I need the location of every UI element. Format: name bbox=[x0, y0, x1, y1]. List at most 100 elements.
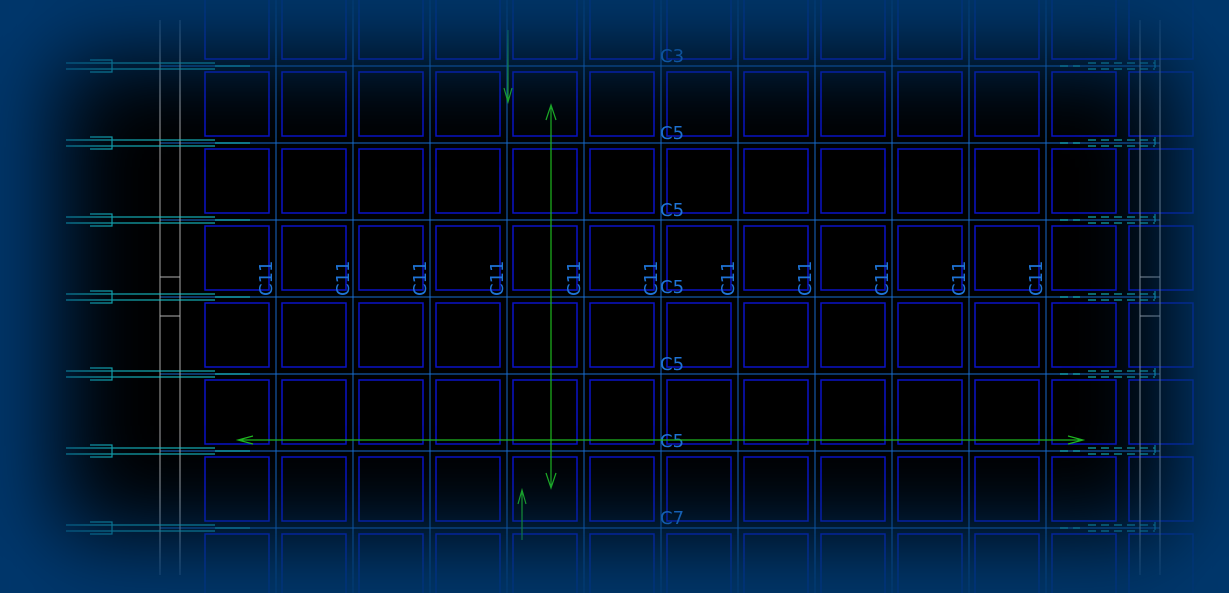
grid-cell bbox=[666, 533, 732, 593]
grid-cell bbox=[743, 533, 809, 593]
grid-cell bbox=[512, 379, 578, 445]
horizontal-dimension-line bbox=[235, 435, 1086, 445]
grid-cell bbox=[1128, 148, 1194, 214]
grid-cell bbox=[358, 533, 424, 593]
grid-cell bbox=[974, 456, 1040, 522]
grid-cell bbox=[589, 456, 655, 522]
grid-cell bbox=[666, 0, 732, 60]
grid-cell bbox=[435, 456, 501, 522]
grid-cell bbox=[666, 379, 732, 445]
grid-cell bbox=[589, 379, 655, 445]
grid-cell bbox=[820, 456, 886, 522]
column-label: C11 bbox=[872, 261, 893, 296]
grid-cell bbox=[743, 379, 809, 445]
grid-cell bbox=[897, 456, 963, 522]
right-connector bbox=[1060, 137, 1156, 149]
grid-cell bbox=[435, 379, 501, 445]
column-label: C11 bbox=[564, 261, 585, 296]
grid-cell bbox=[589, 71, 655, 137]
grid-cell bbox=[512, 533, 578, 593]
grid-cell bbox=[974, 302, 1040, 368]
grid-cell bbox=[1128, 379, 1194, 445]
dimension-arrow-down bbox=[503, 30, 513, 105]
grid-cell bbox=[1128, 0, 1194, 60]
grid-cell bbox=[820, 225, 886, 291]
grid-cell bbox=[666, 302, 732, 368]
grid-cell bbox=[974, 148, 1040, 214]
grid-cell bbox=[281, 302, 347, 368]
dimension-arrow-up bbox=[517, 487, 527, 540]
grid-cell bbox=[974, 379, 1040, 445]
grid-cell bbox=[1128, 456, 1194, 522]
grid-cell bbox=[820, 148, 886, 214]
right-connector bbox=[1060, 522, 1156, 534]
grid-cell bbox=[666, 456, 732, 522]
grid-cell bbox=[358, 302, 424, 368]
grid-cell bbox=[204, 71, 270, 137]
grid-cell bbox=[1128, 225, 1194, 291]
grid-cell bbox=[743, 302, 809, 368]
left-connector bbox=[66, 136, 250, 150]
grid-cell bbox=[1128, 302, 1194, 368]
grid-cell bbox=[1051, 456, 1117, 522]
grid-cell bbox=[512, 302, 578, 368]
grid-cell bbox=[435, 533, 501, 593]
column-label: C11 bbox=[641, 261, 662, 296]
grid-cell bbox=[820, 71, 886, 137]
grid-cell bbox=[281, 225, 347, 291]
grid-cell bbox=[589, 148, 655, 214]
grid-cell bbox=[204, 0, 270, 60]
column-label: C11 bbox=[333, 261, 354, 296]
grid-cell bbox=[1051, 533, 1117, 593]
grid-cell bbox=[743, 148, 809, 214]
grid-cell bbox=[820, 302, 886, 368]
grid-cell bbox=[666, 71, 732, 137]
grid-cell bbox=[974, 533, 1040, 593]
grid-cell bbox=[281, 533, 347, 593]
row-label: C5 bbox=[660, 123, 684, 144]
grid-cell bbox=[204, 379, 270, 445]
grid-cell bbox=[743, 225, 809, 291]
grid-cell bbox=[1051, 302, 1117, 368]
grid-cell bbox=[358, 225, 424, 291]
row-label: C5 bbox=[660, 200, 684, 221]
grid-cell bbox=[897, 225, 963, 291]
grid-cell bbox=[1051, 148, 1117, 214]
grid-cell bbox=[281, 71, 347, 137]
grid-cell bbox=[204, 533, 270, 593]
grid-cell bbox=[820, 0, 886, 60]
vertical-dimension-line bbox=[545, 103, 557, 490]
column-label: C11 bbox=[1026, 261, 1047, 296]
row-label: C3 bbox=[660, 46, 684, 67]
grid-cell bbox=[435, 302, 501, 368]
grid-cell bbox=[1051, 71, 1117, 137]
left-connector bbox=[66, 367, 250, 381]
grid-cell bbox=[512, 0, 578, 60]
grid-cell bbox=[897, 379, 963, 445]
grid-cell bbox=[897, 148, 963, 214]
grid-cell bbox=[974, 225, 1040, 291]
grid-cell bbox=[358, 456, 424, 522]
grid-cell bbox=[897, 71, 963, 137]
column-label: C11 bbox=[949, 261, 970, 296]
right-connector bbox=[1060, 368, 1156, 380]
grid-cell bbox=[204, 302, 270, 368]
grid-cell bbox=[512, 148, 578, 214]
grid-cell bbox=[281, 456, 347, 522]
grid-cell bbox=[512, 225, 578, 291]
grid-cell bbox=[974, 0, 1040, 60]
column-label: C11 bbox=[410, 261, 431, 296]
grid-cell bbox=[512, 456, 578, 522]
grid-cell bbox=[512, 71, 578, 137]
grid-cell bbox=[897, 302, 963, 368]
row-label: C5 bbox=[660, 277, 684, 298]
grid-cell bbox=[820, 533, 886, 593]
grid-cell bbox=[897, 533, 963, 593]
right-connector bbox=[1060, 214, 1156, 226]
grid-cell bbox=[589, 302, 655, 368]
grid-cell bbox=[1051, 225, 1117, 291]
grid-cell bbox=[358, 379, 424, 445]
grid-cell bbox=[358, 71, 424, 137]
